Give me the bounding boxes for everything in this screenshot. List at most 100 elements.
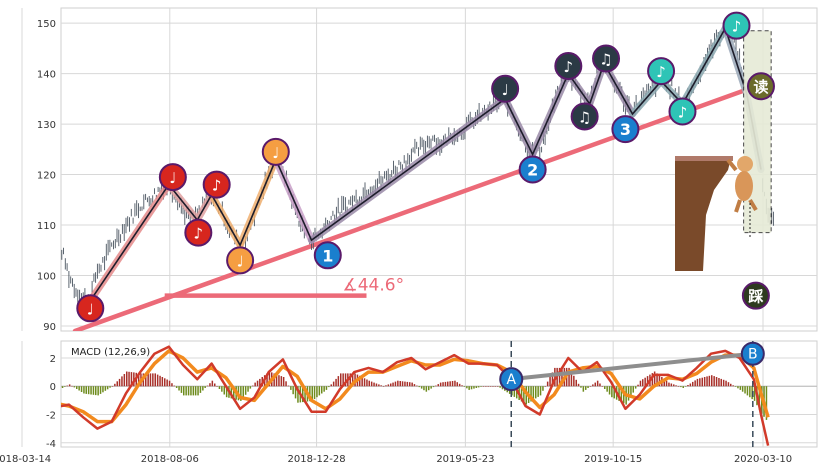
macd-hist-bar	[463, 386, 466, 387]
macd-hist-bar	[292, 386, 294, 395]
dog-arm	[726, 158, 738, 172]
marker-1: ♩	[76, 294, 105, 323]
marker-3: ♪	[184, 218, 213, 247]
divergence-point-A: A	[499, 367, 524, 392]
macd-hist-bar	[242, 386, 244, 398]
macd-hist-bar	[380, 385, 382, 387]
macd-hist-bar	[601, 386, 604, 387]
macd-hist-bar	[535, 386, 537, 399]
macd-hist-bar	[285, 381, 287, 387]
macd-hist-bar	[630, 386, 632, 397]
macd-hist-bar	[363, 378, 366, 387]
macd-hist-bar	[577, 383, 580, 387]
macd-hist-bar	[68, 384, 71, 387]
macd-hist-bar	[715, 377, 718, 387]
marker-circle	[647, 57, 676, 86]
macd-hist-bar	[209, 383, 211, 387]
macd-hist-bar	[725, 380, 727, 387]
macd-hist-bar	[342, 373, 344, 387]
macd-hist-bar	[680, 386, 682, 388]
macd-hist-bar	[568, 367, 570, 387]
macd-hist-bar	[703, 377, 706, 387]
macd-hist-bar	[385, 385, 387, 387]
macd-hist-bar	[218, 386, 221, 389]
macd-hist-bar	[121, 376, 123, 387]
macd-hist-bar	[746, 386, 749, 396]
marker-circle	[158, 163, 187, 192]
macd-hist-bar	[665, 380, 668, 387]
macd-y-tick: -4	[46, 439, 56, 450]
macd-hist-bar	[696, 378, 699, 387]
macd-hist-bar	[549, 377, 551, 387]
macd-hist-bar	[254, 382, 256, 387]
macd-hist-bar	[447, 381, 449, 387]
macd-hist-bar	[287, 385, 290, 387]
macd-hist-bar	[375, 383, 378, 387]
macd-hist-bar	[539, 386, 542, 396]
macd-hist-bar	[461, 385, 463, 387]
divergence-label: A	[506, 372, 516, 388]
macd-hist-bar	[214, 383, 216, 387]
macd-hist-bar	[523, 386, 525, 403]
macd-hist-bar	[225, 386, 228, 398]
macd-hist-bar	[501, 386, 504, 390]
macd-hist-bar	[147, 373, 149, 387]
marker-label: 3	[620, 120, 631, 139]
macd-hist-bar	[190, 386, 192, 396]
macd-hist-bar	[71, 385, 73, 387]
macd-hist-bar	[211, 380, 214, 387]
macd-hist-bar	[397, 380, 399, 387]
macd-hist-bar	[175, 386, 178, 388]
macd-hist-bar	[558, 367, 561, 387]
price-y-tick: 150	[37, 19, 56, 30]
macd-hist-bar	[722, 379, 725, 387]
cliff-ledge	[675, 156, 733, 161]
macd-hist-bar	[753, 386, 756, 401]
macd-hist-bar	[611, 386, 613, 398]
macd-hist-bar	[732, 385, 734, 387]
macd-hist-bar	[304, 386, 306, 402]
marker-label: ♫	[599, 50, 612, 68]
macd-hist-bar	[711, 375, 713, 387]
macd-label: MACD (12,26,9)	[71, 347, 150, 358]
macd-hist-bar	[594, 382, 596, 387]
marker-17: 读	[746, 72, 775, 101]
macd-hist-bar	[435, 385, 437, 387]
marker-5: ♩	[226, 246, 255, 275]
macd-hist-bar	[223, 386, 225, 395]
marker-label: ♪	[194, 225, 204, 243]
macd-hist-bar	[404, 381, 406, 387]
macd-hist-bar	[64, 386, 66, 387]
macd-hist-bar	[546, 381, 549, 387]
macd-hist-bar	[335, 378, 337, 387]
macd-hist-bar	[544, 386, 546, 387]
macd-hist-bar	[204, 386, 206, 388]
macd-hist-bar	[97, 386, 99, 396]
macd-hist-bar	[233, 386, 235, 400]
macd-hist-bar	[530, 386, 532, 402]
macd-hist-bar	[532, 386, 535, 400]
price-grid	[21, 8, 817, 331]
macd-hist-bar	[720, 378, 722, 387]
marker-label: 2	[527, 161, 538, 180]
price-y-tick: 140	[37, 70, 56, 81]
macd-hist-bar	[416, 385, 418, 387]
price-panel: 90 100 110 120 130 140 150 ∡44.6° ♩ ♩ ♪ ♪ ♩ ♩ 1 ♩ 2 ♪ ♫ ♫ 3…	[21, 7, 818, 333]
macd-hist-bar	[95, 386, 97, 396]
dog-head	[737, 156, 753, 172]
marker-2: ♩	[158, 163, 187, 192]
macd-hist-bar	[43, 386, 45, 390]
macd-hist-bar	[442, 382, 444, 387]
macd-hist-bar	[152, 373, 154, 387]
marker-circle	[592, 44, 621, 73]
macd-hist-bar	[592, 384, 594, 387]
macd-hist-bar	[394, 381, 397, 387]
macd-hist-bar	[221, 386, 223, 392]
macd-hist-bar	[765, 386, 768, 420]
macd-hist-bar	[613, 386, 615, 399]
macd-hist-bar	[582, 386, 585, 392]
macd-hist-bar	[216, 386, 218, 387]
macd-hist-bar	[382, 386, 385, 387]
macd-hist-bar	[632, 386, 634, 393]
